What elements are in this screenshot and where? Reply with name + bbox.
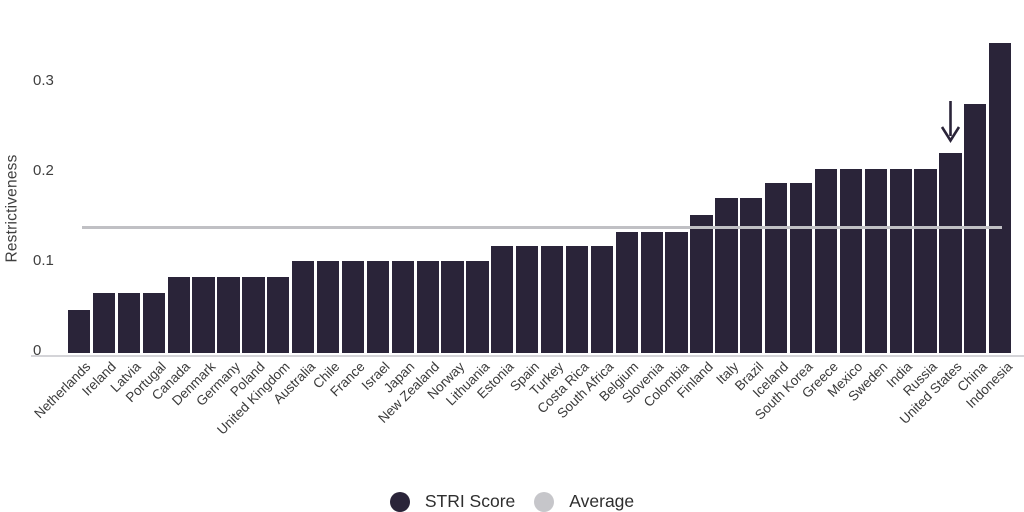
bar-norway	[441, 261, 464, 353]
bar-lithuania	[466, 261, 489, 353]
bar-slovenia	[640, 231, 663, 353]
stri-score-dot-icon	[389, 491, 410, 512]
bar-mexico	[839, 168, 863, 353]
y-tick-label: 0.2	[33, 162, 54, 179]
bar-ireland	[92, 292, 116, 353]
bar-sweden	[864, 168, 887, 353]
y-tick-label: 0.3	[33, 72, 54, 89]
bar-estonia	[491, 245, 514, 353]
bar-costa-rica	[565, 245, 589, 353]
bar-france	[341, 261, 365, 353]
average-line	[82, 226, 1002, 230]
bar-japan	[391, 261, 414, 353]
bar-south-korea	[789, 182, 813, 353]
bar-poland	[242, 277, 265, 353]
bar-russia	[914, 168, 937, 353]
bar-portugal	[142, 292, 165, 353]
bar-denmark	[192, 277, 215, 353]
bar-latvia	[117, 292, 141, 353]
bar-indonesia	[989, 43, 1012, 353]
bar-canada	[167, 277, 190, 353]
bar-iceland	[765, 182, 788, 353]
bar-israel	[366, 261, 390, 353]
bar-italy	[715, 198, 738, 353]
y-tick-label: 0.1	[33, 252, 54, 269]
bar-australia	[292, 261, 315, 353]
bar-united-kingdom	[267, 277, 290, 353]
y-axis-title: Restrictiveness	[3, 154, 21, 263]
bar-new-zealand	[416, 261, 439, 353]
legend: STRI Score Average	[0, 491, 1024, 512]
bar-greece	[814, 168, 838, 353]
bar-finland	[690, 215, 713, 353]
bar-spain	[516, 245, 539, 353]
bar-colombia	[665, 231, 688, 353]
y-tick-label: 0	[33, 342, 42, 359]
bar-germany	[217, 277, 240, 353]
bar-turkey	[541, 245, 564, 353]
legend-label-average: Average	[569, 491, 635, 511]
bar-united-states	[939, 153, 962, 353]
legend-item-average: Average	[534, 491, 634, 512]
bar-brazil	[740, 198, 763, 353]
bar-belgium	[615, 231, 638, 353]
average-dot-icon	[534, 491, 555, 512]
bar-chile	[316, 261, 340, 353]
legend-item-stri-score: STRI Score	[389, 491, 516, 512]
bar-south-africa	[590, 245, 614, 353]
bar-netherlands	[68, 309, 91, 353]
down-arrow-icon	[940, 101, 961, 144]
x-axis-line	[31, 355, 1024, 358]
bar-india	[889, 168, 912, 353]
legend-label-stri-score: STRI Score	[424, 491, 516, 511]
